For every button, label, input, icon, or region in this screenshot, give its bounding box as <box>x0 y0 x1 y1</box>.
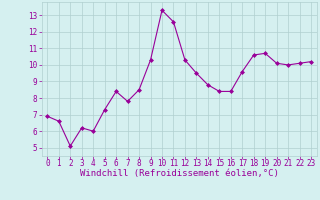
X-axis label: Windchill (Refroidissement éolien,°C): Windchill (Refroidissement éolien,°C) <box>80 169 279 178</box>
